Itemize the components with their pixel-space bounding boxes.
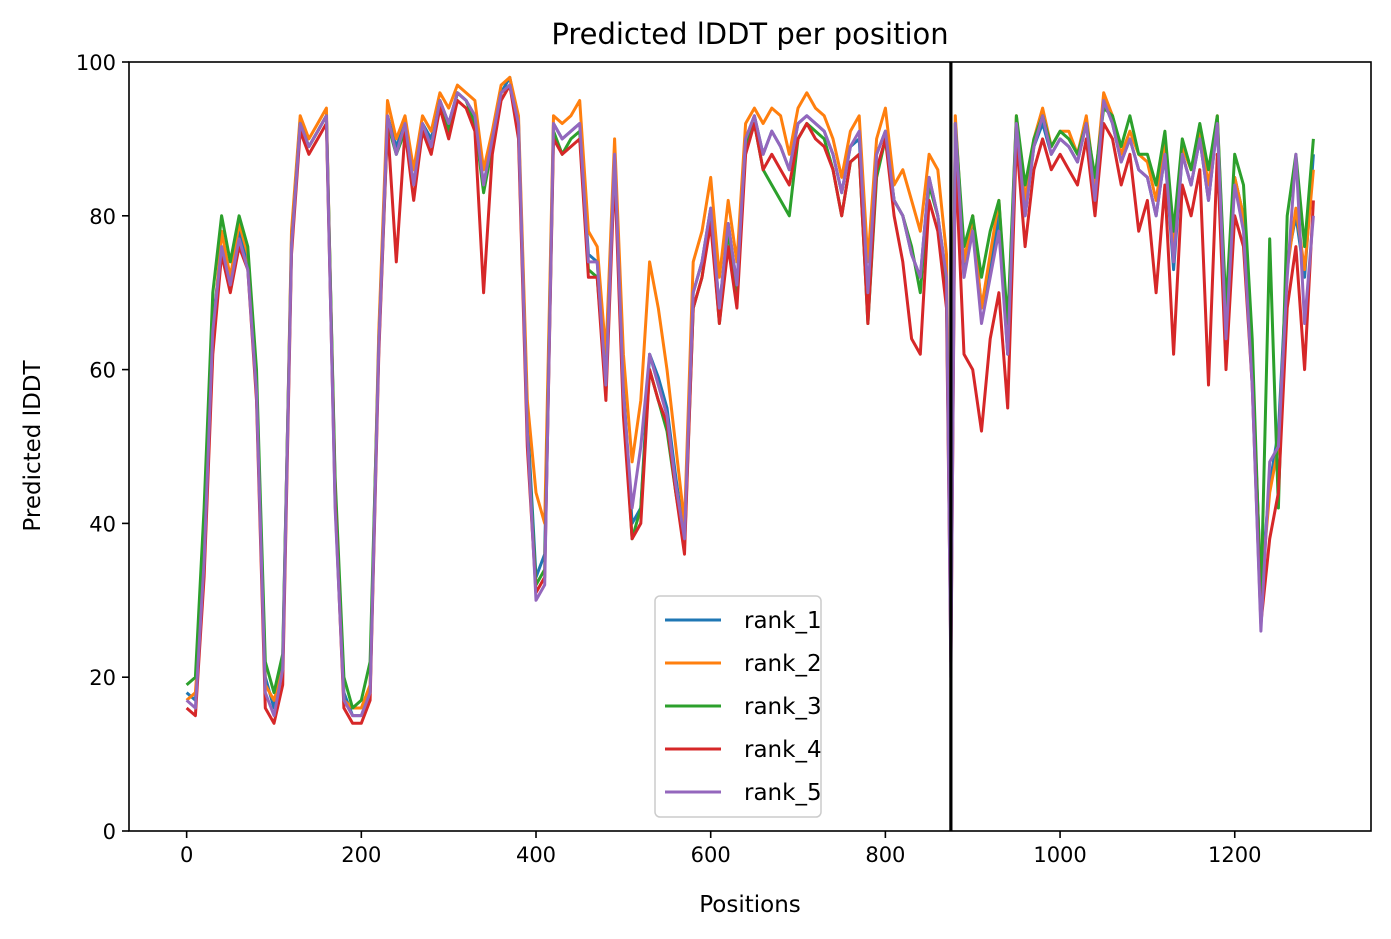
x-tick-label: 600 [691, 843, 731, 867]
x-tick-label: 1000 [1033, 843, 1086, 867]
x-tick-label: 1200 [1208, 843, 1261, 867]
legend-label-rank_2: rank_2 [744, 651, 822, 677]
x-tick-label: 400 [516, 843, 556, 867]
plot-frame [128, 61, 1372, 832]
y-tick-label: 20 [89, 666, 116, 690]
legend-label-rank_4: rank_4 [744, 737, 822, 763]
x-tick-label: 800 [865, 843, 905, 867]
x-tick-label: 0 [180, 843, 193, 867]
y-axis-label: Predicted lDDT [20, 359, 46, 531]
y-tick-label: 0 [103, 820, 116, 844]
x-axis-label: Positions [699, 892, 801, 918]
y-tick-label: 40 [89, 512, 116, 536]
legend-label-rank_1: rank_1 [744, 608, 822, 634]
x-ticks: 0 200 400 600 800 1000 1200 [180, 831, 1261, 867]
y-tick-label: 80 [89, 205, 116, 229]
y-ticks: 0 20 40 60 80 100 [76, 51, 129, 844]
x-tick-label: 200 [341, 843, 381, 867]
legend-label-rank_3: rank_3 [744, 694, 822, 720]
legend-label-rank_5: rank_5 [744, 780, 822, 806]
y-tick-label: 100 [76, 51, 116, 75]
series-line-rank_5 [185, 83, 1315, 718]
series-lines [185, 75, 1315, 725]
y-tick-label: 60 [89, 359, 116, 383]
legend-box [654, 595, 822, 818]
chart-title: Predicted lDDT per position [551, 17, 948, 51]
legend: rank_1 rank_2 rank_3 rank_4 rank_5 [654, 595, 822, 818]
